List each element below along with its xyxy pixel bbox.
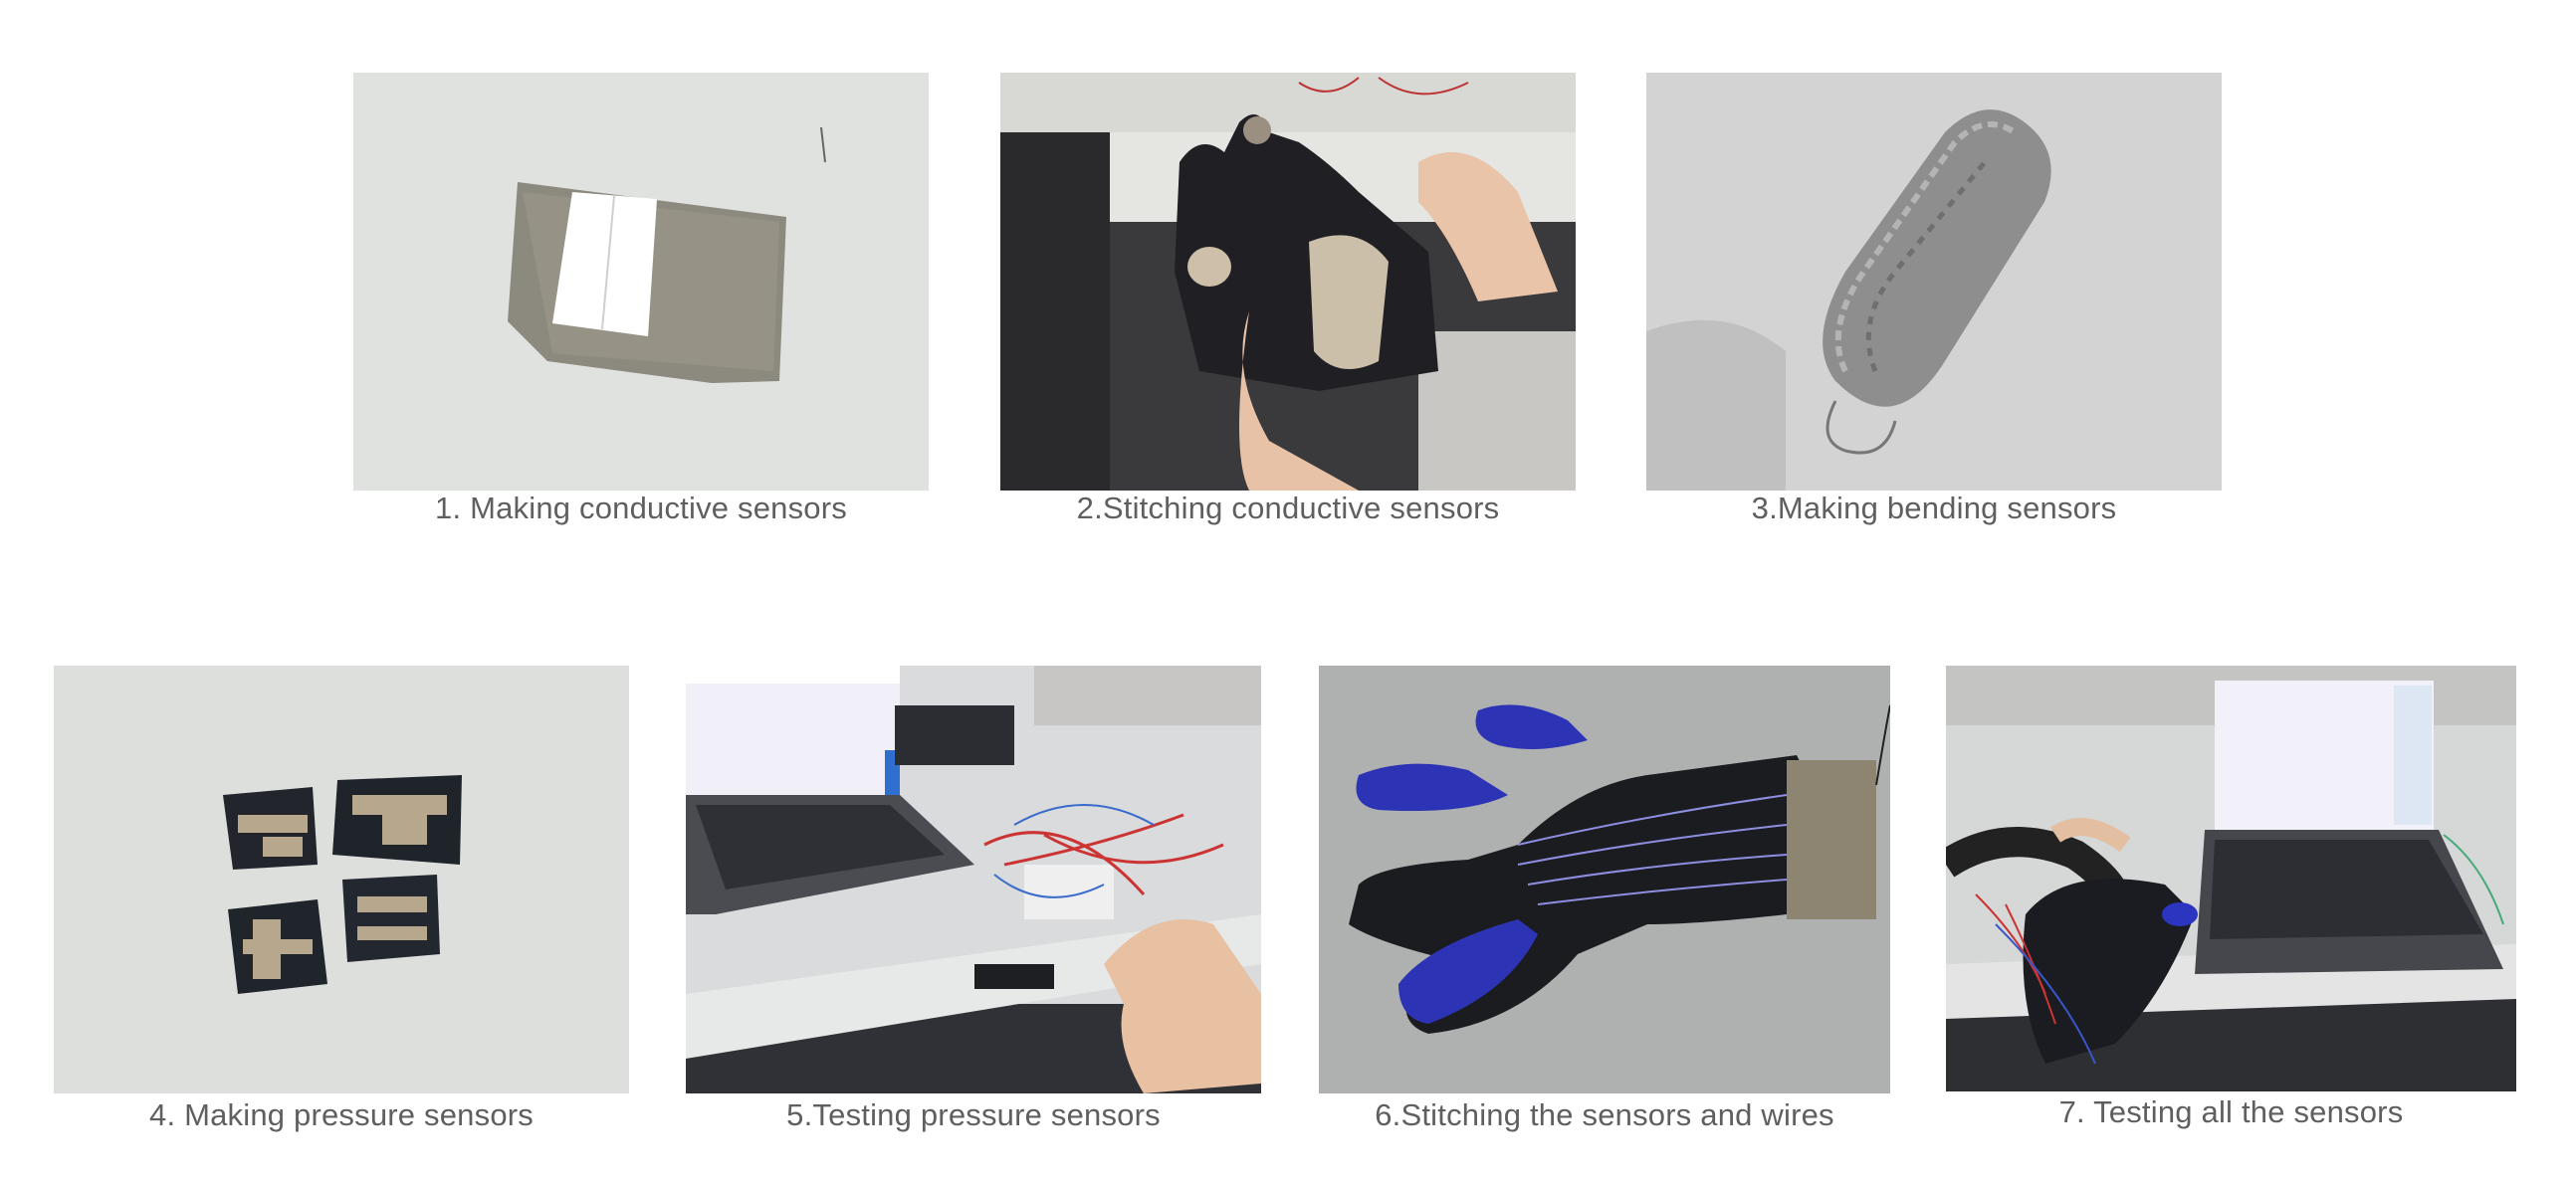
panel-caption: 3.Making bending sensors: [1751, 491, 2117, 525]
panel-caption: 2.Stitching conductive sensors: [1076, 491, 1500, 525]
pressure-patches-photo-icon: [54, 666, 629, 1093]
glove-laptop-photo: [1946, 666, 2516, 1091]
stitching-glove-photo: [1000, 73, 1576, 491]
glove-laptop-photo-icon: [1946, 666, 2516, 1091]
pressure-patches-photo: [54, 666, 629, 1093]
panel-caption: 1. Making conductive sensors: [435, 491, 847, 525]
panel-caption: 5.Testing pressure sensors: [786, 1097, 1161, 1132]
conductive-fabric-photo-icon: [353, 73, 929, 491]
panel-caption: 7. Testing all the sensors: [2058, 1094, 2404, 1129]
stitching-glove-photo-icon: [1000, 73, 1576, 491]
laptop-breadboard-photo: [686, 666, 1261, 1093]
knitted-tube-photo: [1646, 73, 2222, 491]
wired-glove-photo-icon: [1319, 666, 1890, 1093]
wired-glove-photo: [1319, 666, 1890, 1093]
panel-caption: 6.Stitching the sensors and wires: [1375, 1097, 1834, 1132]
knitted-tube-photo-icon: [1646, 73, 2222, 491]
laptop-breadboard-photo-icon: [686, 666, 1261, 1093]
panel-caption: 4. Making pressure sensors: [149, 1097, 534, 1132]
conductive-fabric-photo: [353, 73, 929, 491]
